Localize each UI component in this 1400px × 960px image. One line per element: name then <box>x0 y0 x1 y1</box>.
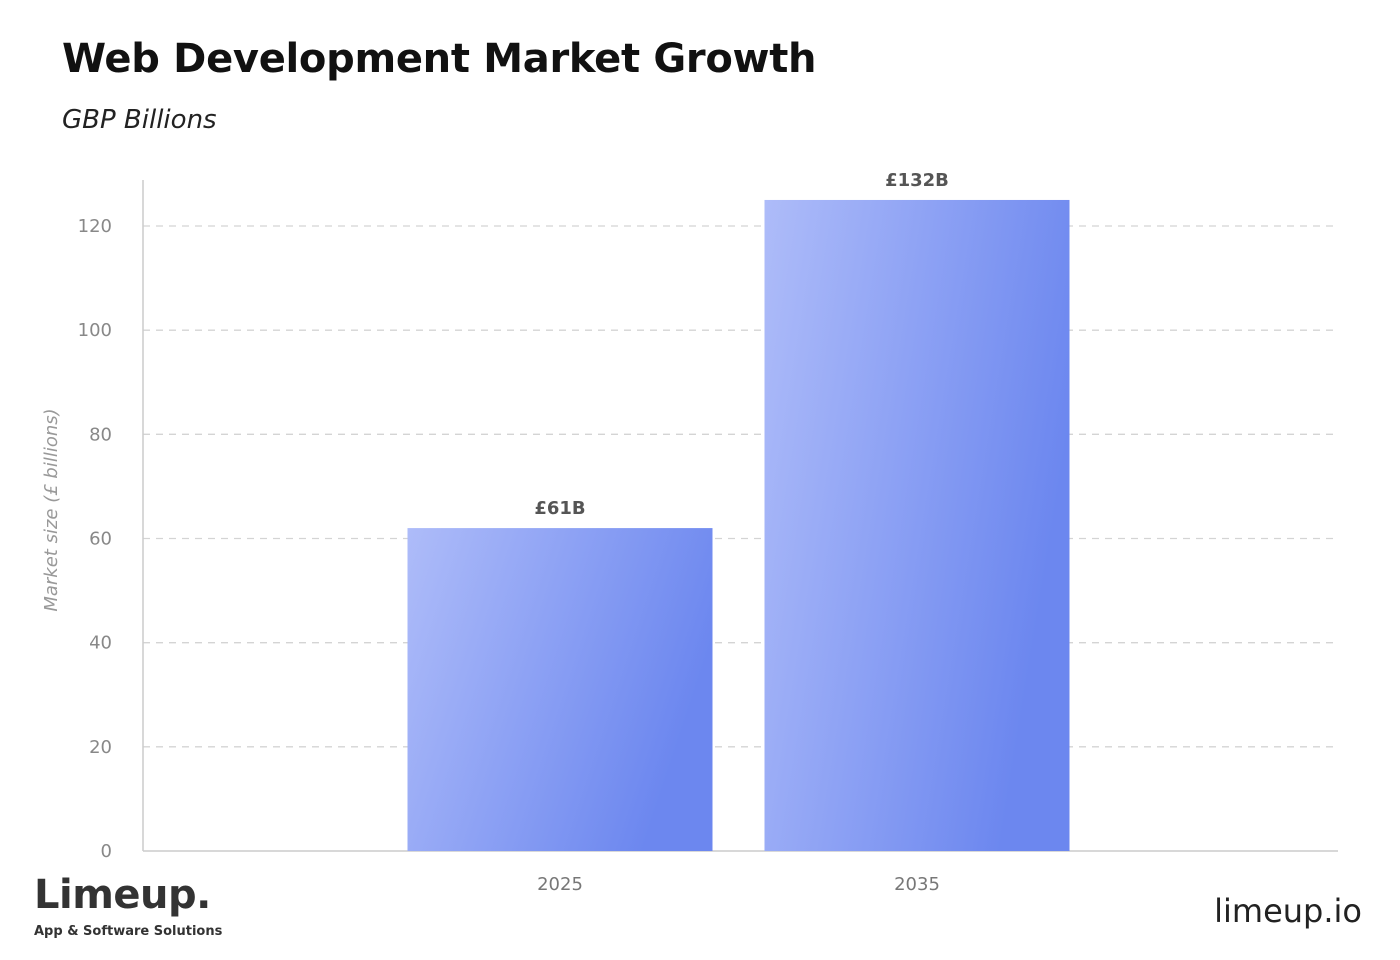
y-tick-label: 100 <box>78 320 112 341</box>
bars <box>407 199 1070 852</box>
x-tick-label-2025: 2025 <box>537 874 583 895</box>
bar-2025 <box>407 528 713 851</box>
website-url: limeup.io <box>1214 892 1362 930</box>
chart-title: Web Development Market Growth <box>62 36 817 82</box>
y-tick-label: 20 <box>89 737 112 758</box>
gridlines <box>143 225 1338 748</box>
y-tick-label: 80 <box>89 424 112 445</box>
logo-wordmark: Limeup. <box>34 872 211 918</box>
x-tick-label-2035: 2035 <box>894 874 940 895</box>
chart-subtitle: GBP Billions <box>62 105 217 135</box>
y-axis-label: Market size (£ billions) <box>41 408 62 611</box>
logo-tagline: App & Software Solutions <box>34 924 223 939</box>
data-label-2025: £61B <box>534 498 585 519</box>
bar-2035 <box>764 199 1070 852</box>
axes <box>142 180 1338 852</box>
limeup-logo: Limeup. App & Software Solutions <box>34 872 222 939</box>
y-tick-label: 0 <box>101 841 112 862</box>
y-tick-label: 40 <box>89 633 112 654</box>
labels: 0 20 40 60 80 100 120 £61B 2025 £132B 2035 <box>78 170 949 895</box>
y-tick-label: 120 <box>78 216 112 237</box>
data-label-2035: £132B <box>885 170 949 191</box>
y-tick-label: 60 <box>89 529 112 550</box>
